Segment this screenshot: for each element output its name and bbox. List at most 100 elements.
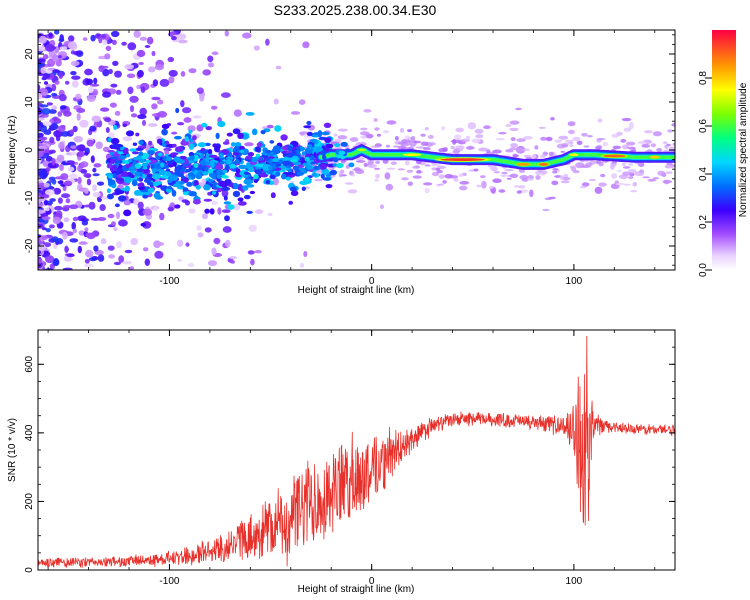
spectrogram-noise-point (85, 249, 94, 258)
spectrogram-haze-point (623, 127, 632, 132)
spectrogram-haze-point (611, 161, 617, 164)
spectrogram-noise-point (38, 136, 48, 141)
spectrogram-haze-point (588, 179, 597, 181)
spectrogram-noise-point (154, 250, 164, 259)
spectrogram-haze-point (401, 177, 409, 181)
spectrogram-cluster-point (306, 120, 312, 126)
spectrogram-blob (143, 178, 152, 183)
x-tick-label: -100 (159, 276, 179, 287)
spectrogram-noise-point (61, 193, 71, 199)
spectrogram-cluster-point (238, 201, 247, 206)
spectrogram-noise-point (130, 238, 138, 246)
spectrogram-noise-point (290, 111, 301, 115)
spectrogram-noise-point (594, 186, 603, 194)
colorbar-tick-label: 0.0 (698, 263, 709, 277)
spectrogram-cluster-point (111, 143, 121, 150)
spectrogram-noise-point (57, 197, 63, 204)
spectrogram-blob (147, 150, 155, 155)
spectrogram-noise-point (41, 216, 51, 221)
spectrogram-cluster-point (207, 148, 213, 155)
spectrogram-noise-point (187, 262, 195, 268)
spectrogram-cluster-point (269, 174, 276, 180)
spectrogram-noise-point (38, 183, 45, 187)
spectrogram-noise-point (38, 149, 44, 158)
spectrogram-cluster-point (217, 120, 226, 128)
spectrogram-noise-point (77, 176, 82, 185)
x-tick-label: 100 (566, 576, 583, 587)
spectrogram-noise-point (232, 203, 241, 211)
spectrogram-cluster-point (167, 206, 174, 212)
spectrogram-haze-point (509, 120, 520, 125)
spectrogram-noise-point (99, 204, 106, 211)
spectrogram-noise-point (91, 115, 101, 123)
spectrogram-haze-point (600, 173, 606, 178)
spectrogram-noise-point (73, 50, 83, 56)
spectrogram-noise-point (116, 240, 122, 249)
spectrogram-cluster-point (203, 184, 211, 191)
snr-panel: -100 0 100 0 200 400 600 Height of straight l… (7, 329, 676, 595)
spectrogram-noise-point (207, 55, 214, 63)
spectrogram-cluster-point (174, 204, 181, 209)
spectrogram-noise-point (58, 125, 66, 132)
spectrogram-haze-point (572, 170, 580, 174)
spectrogram-noise-point (45, 255, 55, 264)
spectrogram-blob (256, 169, 263, 175)
spectrogram-cluster-point (125, 130, 135, 137)
spectrogram-haze-point (355, 160, 366, 163)
spectrogram-blob (282, 160, 287, 167)
spectrogram-cluster-point (160, 175, 169, 179)
spectrogram-noise-point (114, 70, 122, 78)
spectrogram-noise-point (113, 261, 121, 266)
spectrogram-cluster-point (318, 163, 327, 170)
spectrogram-blob (173, 156, 181, 162)
spectrogram-noise-point (58, 71, 63, 80)
spectrogram-noise-point (51, 236, 59, 243)
x-tick-label: -100 (159, 576, 179, 587)
spectrogram-haze-point (550, 117, 555, 121)
spectrogram-noise-point (65, 198, 71, 204)
spectrogram-cluster-point (289, 186, 297, 192)
spectrogram-haze-point (480, 175, 486, 179)
spectrogram-haze-point (560, 150, 566, 153)
spectrogram-hotspot-core (603, 154, 626, 158)
spectrogram-haze-point (620, 139, 627, 143)
spectrogram-noise-point (57, 55, 62, 59)
spectrogram-haze-point (534, 145, 539, 150)
spectrogram-noise-point (107, 213, 115, 219)
spectrogram-haze-point (438, 183, 444, 186)
snr-y-axis-title: SNR (10 * v/v) (7, 418, 18, 482)
spectrogram-cluster-point (167, 179, 173, 184)
spectrogram-noise-point (211, 105, 218, 110)
spectrogram-haze-point (544, 197, 552, 201)
spectrogram-cluster-point (177, 122, 185, 126)
spectrogram-noise-point (100, 238, 107, 245)
spectrogram-haze-point (513, 154, 520, 157)
spectrogram-cluster-point (142, 194, 149, 199)
spectrogram-haze-point (483, 125, 491, 130)
spectrogram-noise-point (42, 74, 50, 79)
spectrogram-haze-point (627, 146, 636, 150)
spectrogram-noise-point (59, 105, 67, 110)
spectrogram-noise-point (192, 115, 202, 119)
spectrogram-noise-point (217, 207, 222, 215)
spectrogram-noise-point (52, 116, 58, 121)
spectrogram-cluster-point (123, 176, 132, 184)
spectrogram-cluster-point (281, 146, 289, 150)
spectrogram-haze-point (630, 190, 638, 193)
spectrogram-blob (193, 163, 199, 168)
spectrogram-noise-point (38, 203, 44, 207)
spectrogram-noise-point (127, 42, 137, 51)
spectrogram-haze-point (431, 171, 440, 177)
spectrogram-noise-point (108, 254, 116, 259)
spectrogram-noise-point (303, 250, 308, 258)
spectrogram-haze-point (637, 140, 647, 145)
spectrogram-blob (293, 161, 302, 166)
spectrogram-blob (345, 148, 351, 153)
spectrogram-blob (256, 153, 260, 158)
spectrogram-cluster-point (223, 195, 228, 201)
spectrogram-noise-point (69, 204, 79, 210)
spectrogram-noise-point (255, 209, 264, 215)
spectrogram-cluster-point (270, 192, 276, 199)
spectrogram-noise-point (213, 237, 221, 245)
spectrogram-noise-point (247, 250, 255, 255)
